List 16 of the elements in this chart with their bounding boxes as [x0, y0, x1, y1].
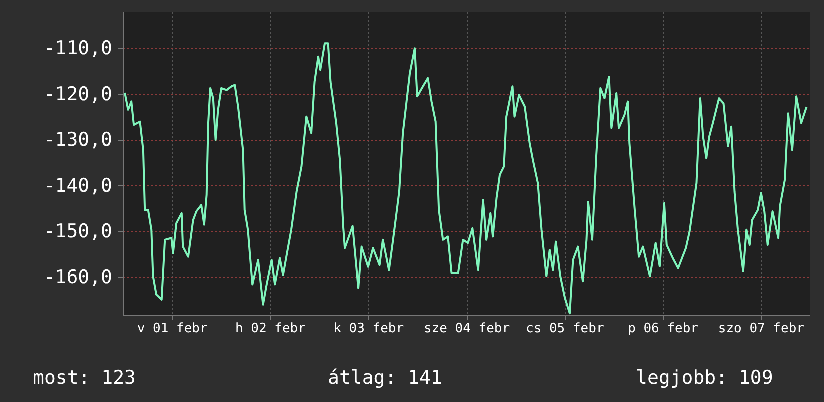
x-tick-label: h 02 febr [235, 322, 306, 336]
y-tick-label: -150,0 [44, 220, 112, 243]
x-tick-label: v 01 febr [137, 322, 208, 336]
y-tick-label: -120,0 [44, 83, 112, 106]
text: legjobb: 109 [636, 367, 774, 389]
y-tick-label: -130,0 [44, 129, 112, 152]
x-tick-label: cs 05 febr [526, 322, 604, 336]
text: most: 123 [33, 367, 136, 389]
x-tick-label: szo 07 febr [718, 322, 805, 336]
x-tick-label: p 06 febr [628, 322, 699, 336]
y-tick-label: -140,0 [44, 174, 112, 197]
y-tick-label: -160,0 [44, 266, 112, 289]
x-tick-label: sze 04 febr [424, 322, 510, 336]
y-tick-label: -110,0 [44, 38, 112, 60]
text: átlag: 141 [328, 367, 442, 389]
x-tick-label: k 03 febr [334, 322, 404, 336]
